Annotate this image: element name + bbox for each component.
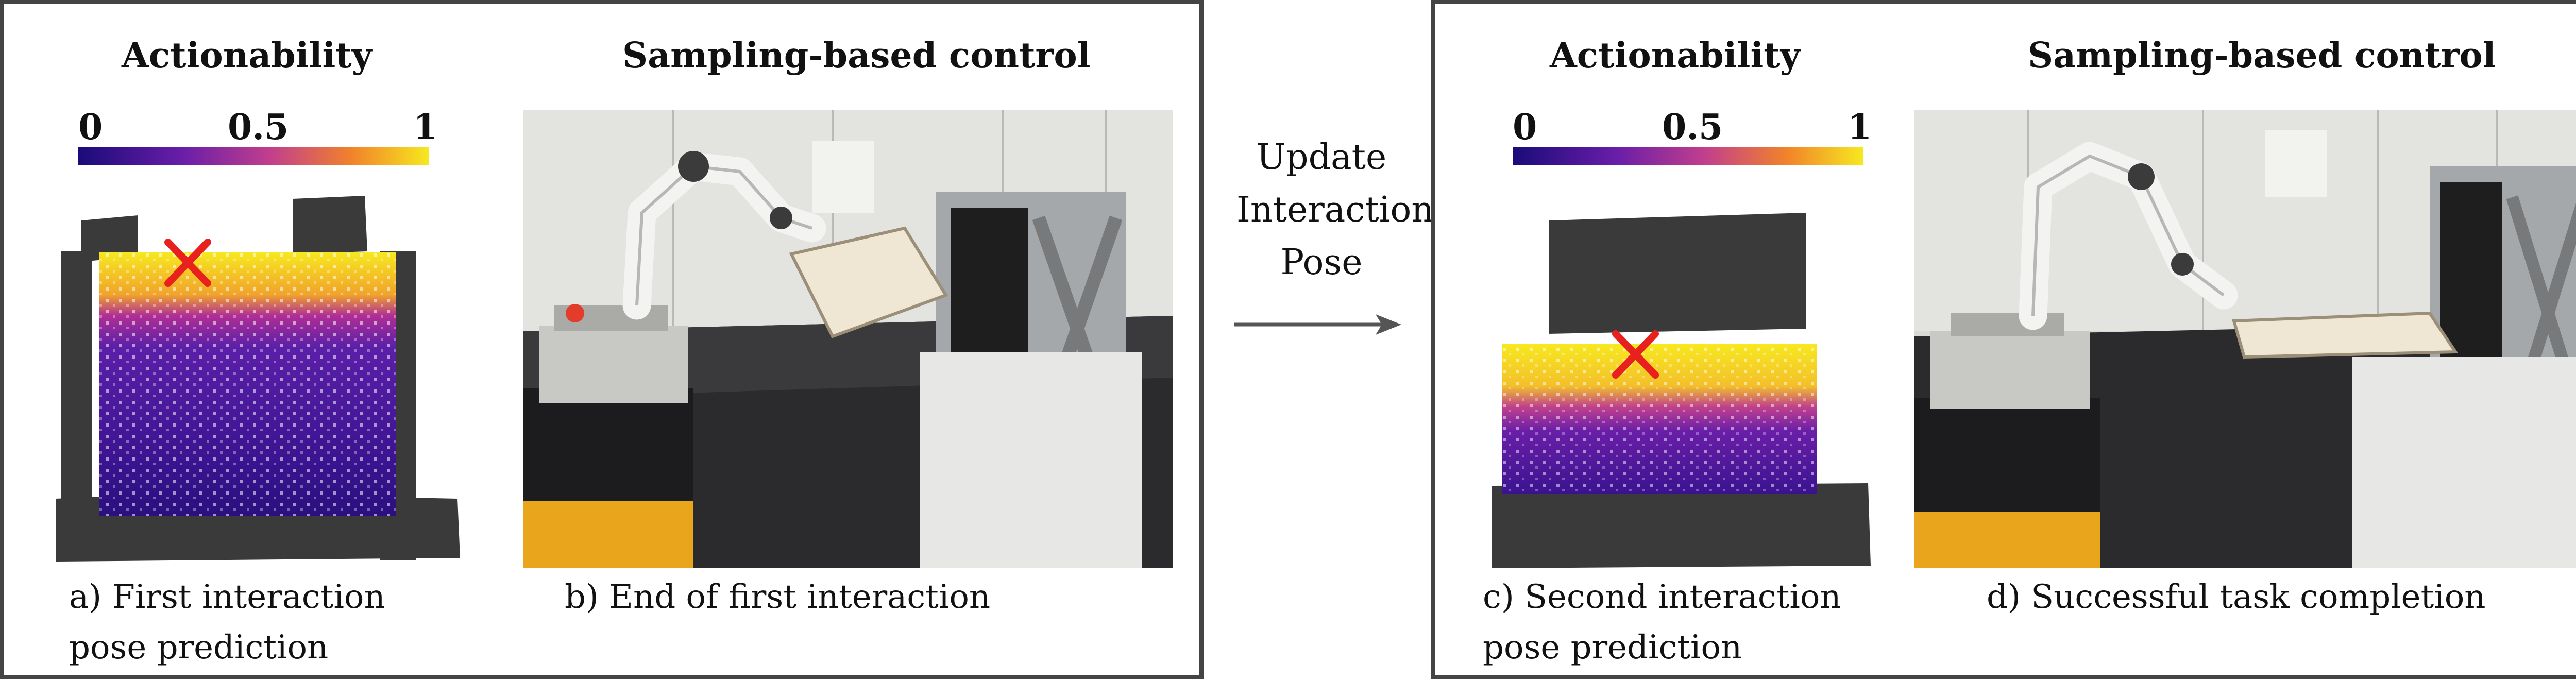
caption-c-line1: c) Second interaction — [1483, 578, 1841, 616]
actionability-point-cloud-c — [1492, 213, 1871, 568]
caption-a-line1: a) First interaction — [69, 578, 385, 616]
caption-b: b) End of first interaction — [565, 578, 991, 616]
caption-c-line2: pose prediction — [1483, 628, 1742, 667]
actionability-colorbar: 0 0.5 1 — [78, 107, 439, 169]
caption-a: a) First interaction pose prediction — [69, 572, 385, 673]
interaction-pose-marker — [1612, 330, 1659, 379]
sampling-control-title: Sampling-based control — [2028, 35, 2496, 76]
colorbar-gradient — [1513, 147, 1863, 165]
panel-first-interaction: Actionability Sampling-based control 0 0… — [0, 0, 1204, 679]
colorbar-tick-mid: 0.5 — [228, 107, 289, 148]
colorbar-tick-max: 1 — [413, 107, 438, 148]
actionability-title: Actionability — [122, 35, 372, 76]
background-points — [1492, 213, 1871, 568]
caption-a-line2: pose prediction — [69, 628, 329, 667]
sampling-control-title: Sampling-based control — [622, 35, 1091, 76]
caption-d: d) Successful task completion — [1987, 578, 2486, 616]
colorbar-tick-min: 0 — [78, 107, 103, 148]
caption-c: c) Second interaction pose prediction — [1483, 572, 1841, 673]
panel-second-interaction: Actionability Sampling-based control 0 0… — [1431, 0, 2576, 679]
actionability-point-cloud-a — [56, 196, 460, 562]
update-pose-label: Update Interaction Pose — [1236, 131, 1434, 289]
colorbar-gradient — [78, 147, 429, 165]
robot-scene-task-completion — [1914, 110, 2576, 568]
colorbar-tick-mid: 0.5 — [1662, 107, 1723, 148]
actionability-colorbar: 0 0.5 1 — [1513, 107, 1873, 169]
actionability-title: Actionability — [1550, 35, 1801, 76]
robot-scene-first-interaction — [523, 110, 1173, 568]
update-pose-line1: Update — [1256, 137, 1387, 178]
update-pose-line2: Interaction — [1236, 190, 1434, 230]
colorbar-tick-min: 0 — [1513, 107, 1537, 148]
update-arrow — [1234, 314, 1401, 335]
interaction-pose-marker — [164, 239, 211, 287]
update-pose-line3: Pose — [1280, 242, 1363, 283]
colorbar-tick-max: 1 — [1848, 107, 1872, 148]
